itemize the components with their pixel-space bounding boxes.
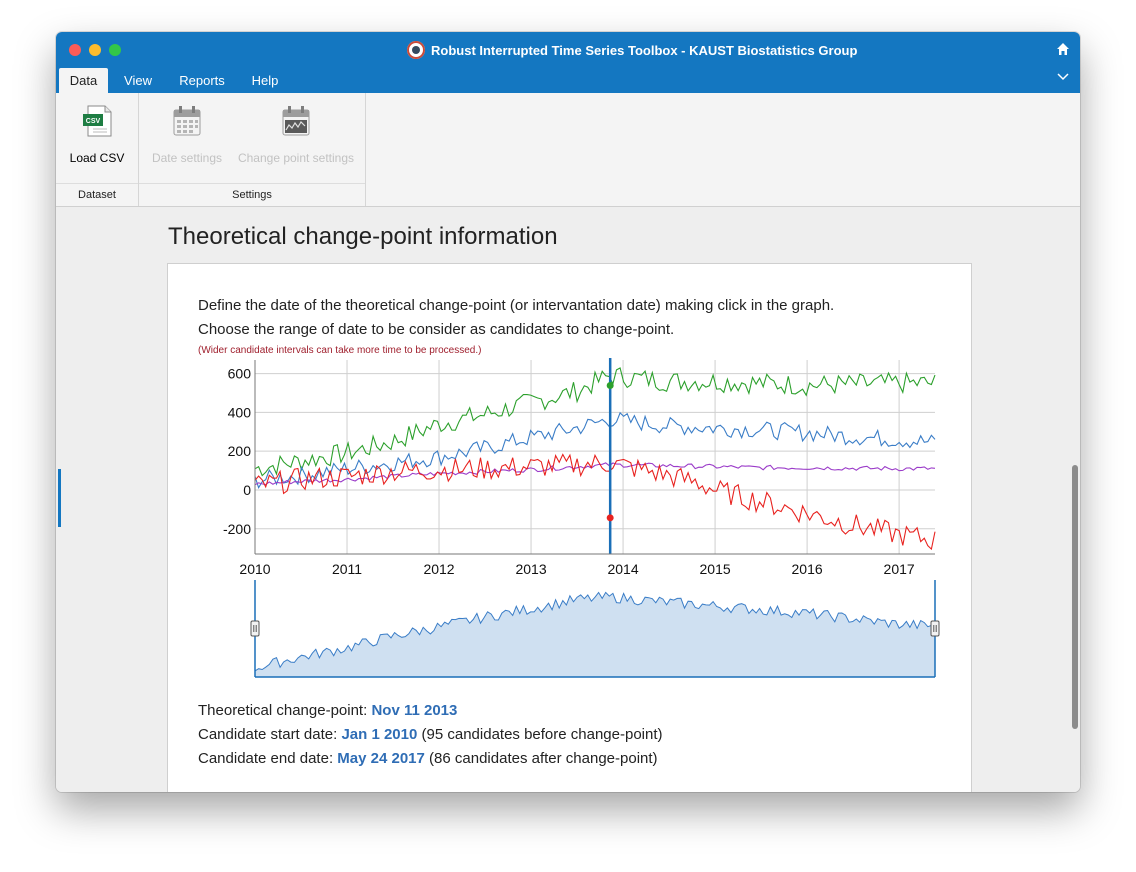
minimize-icon[interactable]	[89, 44, 101, 56]
change-point-card: Define the date of the theoretical chang…	[167, 263, 972, 792]
description-line-1: Define the date of the theoretical chang…	[198, 297, 835, 314]
zoom-icon[interactable]	[109, 44, 121, 56]
y-tick-label: 0	[243, 482, 251, 498]
close-icon[interactable]	[69, 44, 81, 56]
group-label-dataset: Dataset	[56, 183, 138, 206]
load-csv-button[interactable]: CSV Load CSV	[64, 103, 130, 165]
title-bar: Robust Interrupted Time Series Toolbox -…	[56, 32, 1080, 93]
end-candidates-count: (86 candidates after change-point)	[429, 750, 658, 767]
vertical-scrollbar[interactable]	[1072, 465, 1078, 729]
x-tick-label: 2013	[515, 561, 546, 577]
main-content: Theoretical change-point information Def…	[56, 207, 1080, 792]
calendar-chart-icon	[282, 106, 310, 136]
date-settings-label: Date settings	[151, 151, 223, 165]
tab-data[interactable]: Data	[59, 68, 108, 93]
app-window: Robust Interrupted Time Series Toolbox -…	[56, 32, 1080, 792]
y-tick-label: 400	[228, 404, 252, 420]
end-date-value[interactable]: May 24 2017	[337, 750, 425, 767]
chevron-down-icon[interactable]	[1057, 70, 1069, 82]
svg-text:CSV: CSV	[86, 118, 101, 125]
end-date-row: Candidate end date: May 24 2017 (86 cand…	[198, 750, 658, 767]
start-candidates-count: (95 candidates before change-point)	[421, 726, 663, 743]
x-tick-label: 2012	[423, 561, 454, 577]
calendar-icon	[173, 106, 201, 136]
y-tick-label: 200	[228, 443, 252, 459]
app-logo-icon	[407, 41, 425, 59]
home-icon[interactable]	[1056, 42, 1070, 56]
tab-view[interactable]: View	[124, 73, 152, 88]
series-line	[254, 453, 936, 551]
y-tick-label: 600	[228, 366, 252, 382]
group-label-settings: Settings	[139, 183, 365, 206]
navigator-area	[255, 592, 935, 677]
chart-series	[254, 367, 936, 551]
csv-file-icon: CSV	[83, 105, 112, 137]
x-tick-label: 2014	[607, 561, 638, 577]
description-line-2: Choose the range of date to be consider …	[198, 321, 675, 338]
navigator-line	[254, 591, 936, 672]
series-line	[254, 411, 936, 490]
change-point-value[interactable]: Nov 11 2013	[371, 702, 458, 719]
tab-help[interactable]: Help	[251, 73, 279, 88]
time-series-chart[interactable]: 2010 2011 2012 2013 2014 2015 2016 2017 600 400 20…	[168, 264, 971, 684]
x-tick-label: 2010	[239, 561, 270, 577]
x-tick-label: 2017	[884, 561, 915, 577]
date-settings-button[interactable]: Date settings	[147, 103, 227, 165]
series-line	[254, 462, 936, 486]
end-date-label: Candidate end date:	[198, 750, 334, 767]
chart-axes: 2010 2011 2012 2013 2014 2015 2016 2017 600 400 20…	[223, 360, 935, 577]
processing-note: (Wider candidate intervals can take more…	[198, 345, 482, 356]
tab-reports[interactable]: Reports	[179, 73, 225, 88]
change-point-row: Theoretical change-point: Nov 11 2013	[198, 702, 457, 719]
page-title: Theoretical change-point information	[168, 223, 558, 250]
y-tick-label: -200	[223, 521, 251, 537]
change-point-label: Theoretical change-point:	[198, 702, 368, 719]
range-navigator[interactable]	[250, 580, 940, 678]
panel-resize-handle[interactable]	[58, 469, 61, 527]
change-point-marker[interactable]	[606, 358, 614, 554]
navigator-left-handle[interactable]	[250, 620, 260, 637]
start-date-row: Candidate start date: Jan 1 2010 (95 can…	[198, 726, 663, 743]
x-tick-label: 2015	[700, 561, 731, 577]
load-csv-label: Load CSV	[69, 151, 125, 165]
change-point-settings-button[interactable]: Change point settings	[235, 103, 357, 165]
ribbon-group-settings: Date settings Change point settings Sett…	[139, 93, 366, 206]
change-point-dot	[606, 514, 614, 522]
ribbon: CSV Load CSV Dataset D	[56, 93, 1080, 207]
x-tick-label: 2011	[332, 561, 362, 577]
change-point-dot	[606, 382, 614, 390]
chart-grid	[254, 360, 935, 554]
navigator-right-handle[interactable]	[930, 620, 940, 637]
x-tick-label: 2016	[792, 561, 823, 577]
ribbon-group-dataset: CSV Load CSV Dataset	[56, 93, 139, 206]
series-line	[254, 367, 936, 477]
start-date-label: Candidate start date:	[198, 726, 338, 743]
change-point-settings-label: Change point settings	[237, 151, 355, 165]
start-date-value[interactable]: Jan 1 2010	[341, 726, 418, 743]
window-title: Robust Interrupted Time Series Toolbox -…	[431, 43, 858, 58]
